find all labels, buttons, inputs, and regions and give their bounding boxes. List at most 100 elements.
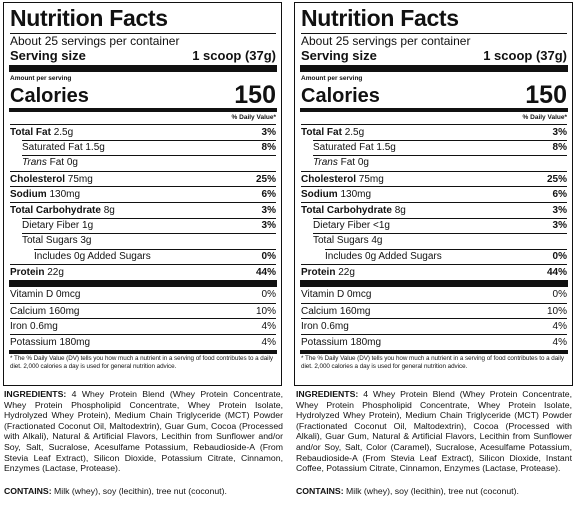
nutrient-name: Dietary Fiber xyxy=(22,219,80,231)
calories-value: 150 xyxy=(234,81,276,109)
nutrient-dv: 0% xyxy=(261,250,276,262)
serving-size-value: 1 scoop (37g) xyxy=(192,48,276,63)
nutrient-name: Total Sugars xyxy=(313,235,369,247)
nutrient-name: Total Fat xyxy=(10,127,51,138)
contains-text: Milk (whey), soy (lecithin), tree nut (c… xyxy=(54,486,227,496)
divider xyxy=(301,33,567,34)
nutrient-name: Saturated Fat xyxy=(313,141,374,153)
nutrient-dv: 0% xyxy=(552,250,567,262)
nutrient-dv: 8% xyxy=(552,141,567,153)
divider-thick xyxy=(300,279,568,287)
nutrient-amount: 1.5g xyxy=(85,141,105,153)
nutrient-amount: <1g xyxy=(373,219,390,231)
nutrient-amount: 22g xyxy=(338,267,355,279)
divider xyxy=(10,33,276,34)
vitamin-row: Iron 0.6mg 4% xyxy=(301,318,567,334)
divider-thick xyxy=(300,65,568,72)
nutrient-dv: 3% xyxy=(552,127,567,138)
divider-medium xyxy=(300,350,568,355)
vitamin-row: Vitamin D 0mcg 0% xyxy=(10,287,276,303)
daily-value-footnote: * The % Daily Value (DV) tells you how m… xyxy=(301,355,564,371)
vitamin-name: Iron 0.6mg xyxy=(10,321,58,333)
nutrient-dv: 44% xyxy=(546,267,567,279)
contains-left: CONTAINS: Milk (whey), soy (lecithin), t… xyxy=(4,486,227,497)
nutrient-dv: 3% xyxy=(261,219,276,231)
nutrient-dv: 3% xyxy=(552,204,567,216)
nutrient-row-total-fat: Total Fat 2.5g 3% xyxy=(301,124,567,140)
nutrient-row-saturated-fat: Saturated Fat 1.5g 8% xyxy=(10,139,276,156)
nutrient-amount: 1g xyxy=(82,219,94,231)
nutrient-name: Total Fat xyxy=(301,127,342,138)
nutrient-row-dietary-fiber: Dietary Fiber 1g 3% xyxy=(10,217,276,234)
nutrient-dv: 3% xyxy=(261,127,276,138)
nutrient-row-trans-fat: Trans Fat 0g xyxy=(10,155,276,171)
servings-per-container: About 25 servings per container xyxy=(10,34,180,48)
calories-row: Calories 150 xyxy=(301,81,567,109)
vitamin-dv: 0% xyxy=(552,288,567,300)
nutrient-row-saturated-fat: Saturated Fat 1.5g 8% xyxy=(301,139,567,156)
nutrient-dv: 3% xyxy=(552,219,567,231)
nutrient-amount: 130mg xyxy=(49,189,81,201)
nutrient-row-protein: Protein 22g 44% xyxy=(10,264,276,280)
vitamin-dv: 0% xyxy=(261,288,276,300)
calories-label: Calories xyxy=(10,85,89,107)
nutrient-amount: 22g xyxy=(47,267,64,279)
nutrient-dv: 6% xyxy=(552,189,567,201)
nutrient-dv: 25% xyxy=(255,173,276,185)
nutrient-row-added-sugars: Includes 0g Added Sugars 0% xyxy=(301,248,567,265)
nutrient-dv: 44% xyxy=(255,267,276,279)
vitamin-name: Potassium 180mg xyxy=(301,336,382,348)
ingredients-text: 4 Whey Protein Blend (Whey Protein Conce… xyxy=(4,389,283,474)
vitamin-row: Calcium 160mg 10% xyxy=(301,302,567,319)
contains-label: CONTAINS: xyxy=(296,486,344,496)
nutrient-amount: 4g xyxy=(371,235,383,247)
calories-label: Calories xyxy=(301,85,380,107)
vitamin-dv: 4% xyxy=(261,336,276,348)
nutrient-row-sodium: Sodium 130mg 6% xyxy=(10,186,276,202)
ingredients-label: INGREDIENTS: xyxy=(296,389,359,399)
vitamin-dv: 10% xyxy=(546,305,567,317)
contains-right: CONTAINS: Milk (whey), soy (lecithin), t… xyxy=(296,486,519,497)
nutrient-amount: Fat 0g xyxy=(340,157,369,169)
nutrient-name: Saturated Fat xyxy=(22,141,83,153)
vitamin-name: Vitamin D 0mcg xyxy=(10,288,81,300)
servings-per-container: About 25 servings per container xyxy=(301,34,471,48)
nutrient-name: Total Carbohydrate xyxy=(10,204,101,216)
label-title: Nutrition Facts xyxy=(10,5,168,31)
nutrient-dv: 3% xyxy=(261,204,276,216)
nutrient-name: Sodium xyxy=(10,189,47,201)
nutrient-amount: 8g xyxy=(394,204,406,216)
serving-size-label: Serving size xyxy=(301,48,377,63)
vitamin-name: Iron 0.6mg xyxy=(301,321,349,333)
nutrient-name: Protein xyxy=(10,267,45,279)
vitamin-row: Calcium 160mg 10% xyxy=(10,302,276,319)
serving-size-label: Serving size xyxy=(10,48,86,63)
amount-per-serving: Amount per serving xyxy=(301,75,363,82)
daily-value-footnote: * The % Daily Value (DV) tells you how m… xyxy=(10,355,273,371)
daily-value-header: % Daily Value* xyxy=(522,114,567,121)
nutrient-amount: 130mg xyxy=(340,189,372,201)
nutrient-row-total-sugars: Total Sugars 4g xyxy=(301,233,567,249)
nutrient-amount: 75mg xyxy=(358,173,384,185)
label-title: Nutrition Facts xyxy=(301,5,459,31)
nutrient-name: Total Sugars xyxy=(22,235,78,247)
vitamin-name: Calcium 160mg xyxy=(10,305,80,317)
nutrient-amount: 2.5g xyxy=(344,127,365,138)
nutrition-label-left: Nutrition Facts About 25 servings per co… xyxy=(3,2,282,386)
divider-medium xyxy=(9,108,277,112)
nutrient-dv: 8% xyxy=(261,141,276,153)
nutrient-row-added-sugars: Includes 0g Added Sugars 0% xyxy=(10,248,276,265)
serving-size-value: 1 scoop (37g) xyxy=(483,48,567,63)
divider-medium xyxy=(9,350,277,355)
serving-size-row: Serving size 1 scoop (37g) xyxy=(10,48,276,63)
divider-medium xyxy=(300,108,568,112)
vitamin-row: Potassium 180mg 4% xyxy=(10,333,276,350)
calories-value: 150 xyxy=(525,81,567,109)
nutrient-amount: 8g xyxy=(103,204,115,216)
nutrient-row-cholesterol: Cholesterol 75mg 25% xyxy=(10,170,276,187)
nutrient-name: Dietary Fiber xyxy=(313,219,371,231)
nutrient-name: Trans xyxy=(22,157,47,169)
nutrient-row-total-sugars: Total Sugars 3g xyxy=(10,233,276,249)
nutrient-name: Cholesterol xyxy=(10,173,66,185)
nutrient-row-cholesterol: Cholesterol 75mg 25% xyxy=(301,170,567,187)
